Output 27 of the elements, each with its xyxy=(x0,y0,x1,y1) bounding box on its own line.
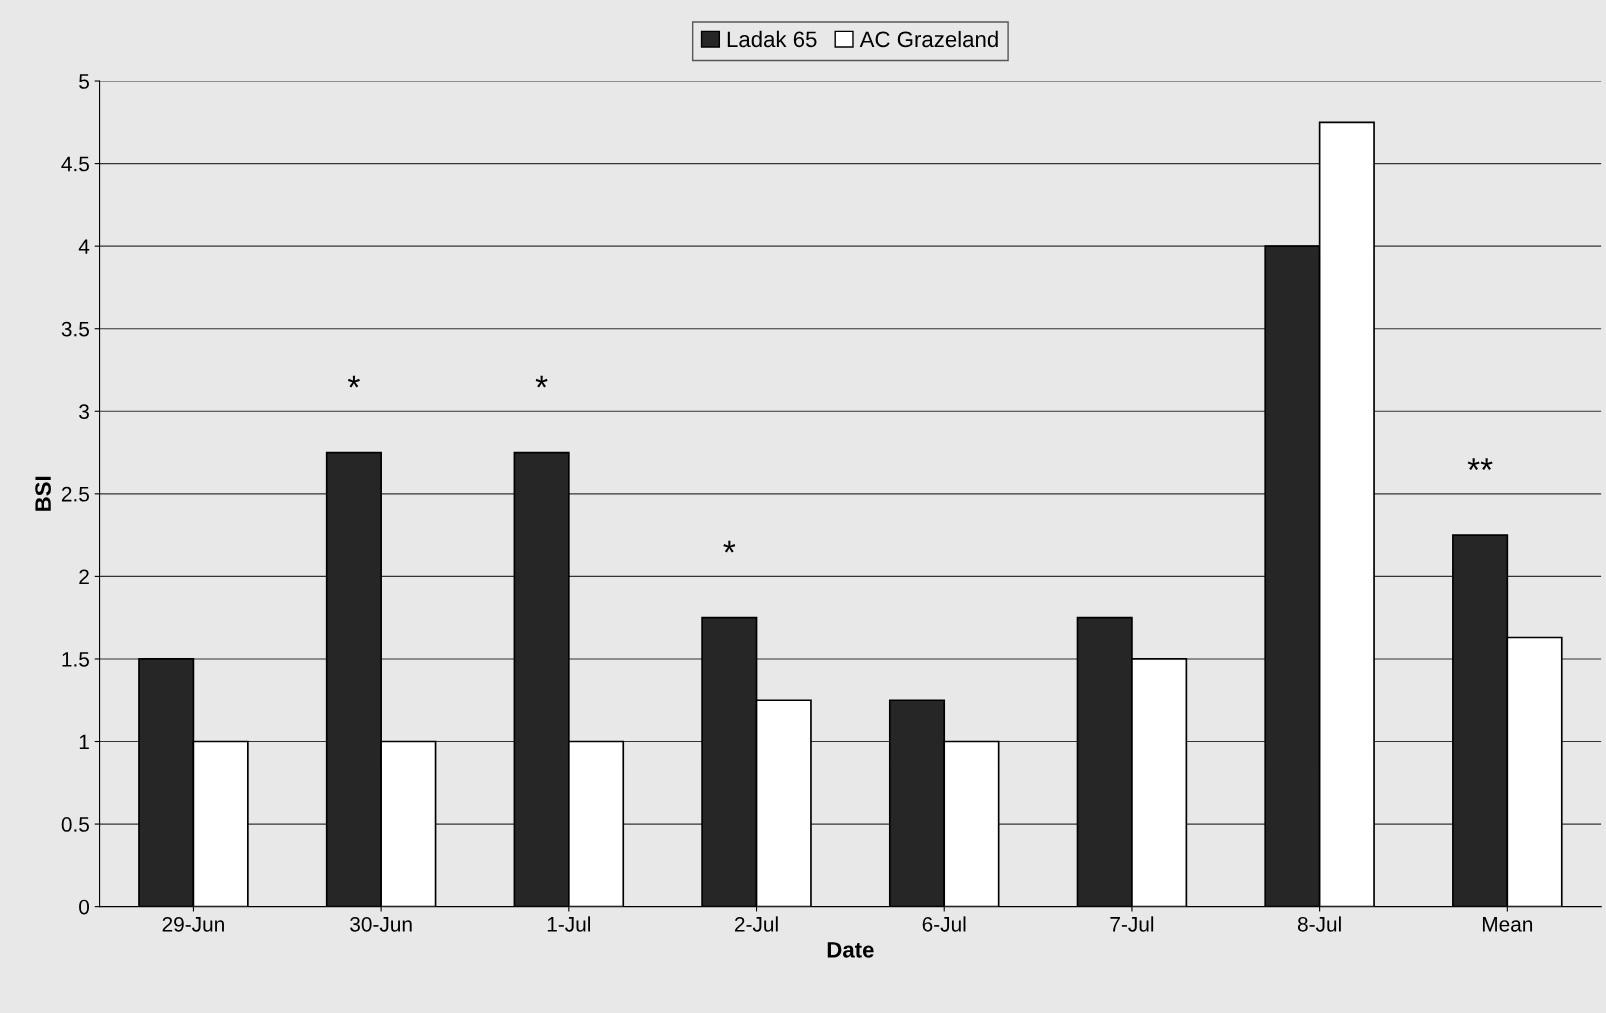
y-tick-label: 3.5 xyxy=(61,321,89,337)
y-axis-title: BSI xyxy=(35,476,51,511)
annotation: * xyxy=(535,375,548,388)
y-tick-label: 2 xyxy=(79,569,89,584)
y-tick-label: 1.5 xyxy=(62,652,89,667)
y-tick-label: 0.5 xyxy=(61,817,89,832)
annotation: ** xyxy=(1467,458,1493,471)
y-tick-label: 4 xyxy=(78,239,90,254)
y-tick-label: 4.5 xyxy=(61,156,89,172)
x-tick-label: 29-Jun xyxy=(162,916,224,932)
y-tick-label: 0 xyxy=(79,899,90,915)
x-tick-label: 2-Jul xyxy=(735,916,778,932)
legend-label: AC Grazeland xyxy=(859,30,998,48)
x-tick-label: 7-Jul xyxy=(1110,916,1154,932)
y-tick-label: 2.5 xyxy=(61,486,89,502)
x-tick-label: Mean xyxy=(1482,917,1533,932)
y-tick-label: 3 xyxy=(79,404,89,420)
y-tick-label: 1 xyxy=(79,734,89,750)
x-tick-label: 8-Jul xyxy=(1297,916,1341,932)
annotation: * xyxy=(347,375,360,388)
annotation: * xyxy=(723,540,736,553)
x-axis-title: Date xyxy=(827,942,874,958)
x-tick-label: 6-Jul xyxy=(922,916,966,932)
y-tick-label: 5 xyxy=(79,74,89,89)
x-tick-label: 30-Jun xyxy=(350,916,412,932)
x-tick-label: 1-Jul xyxy=(547,916,591,932)
legend-label: Ladak 65 xyxy=(727,30,817,48)
